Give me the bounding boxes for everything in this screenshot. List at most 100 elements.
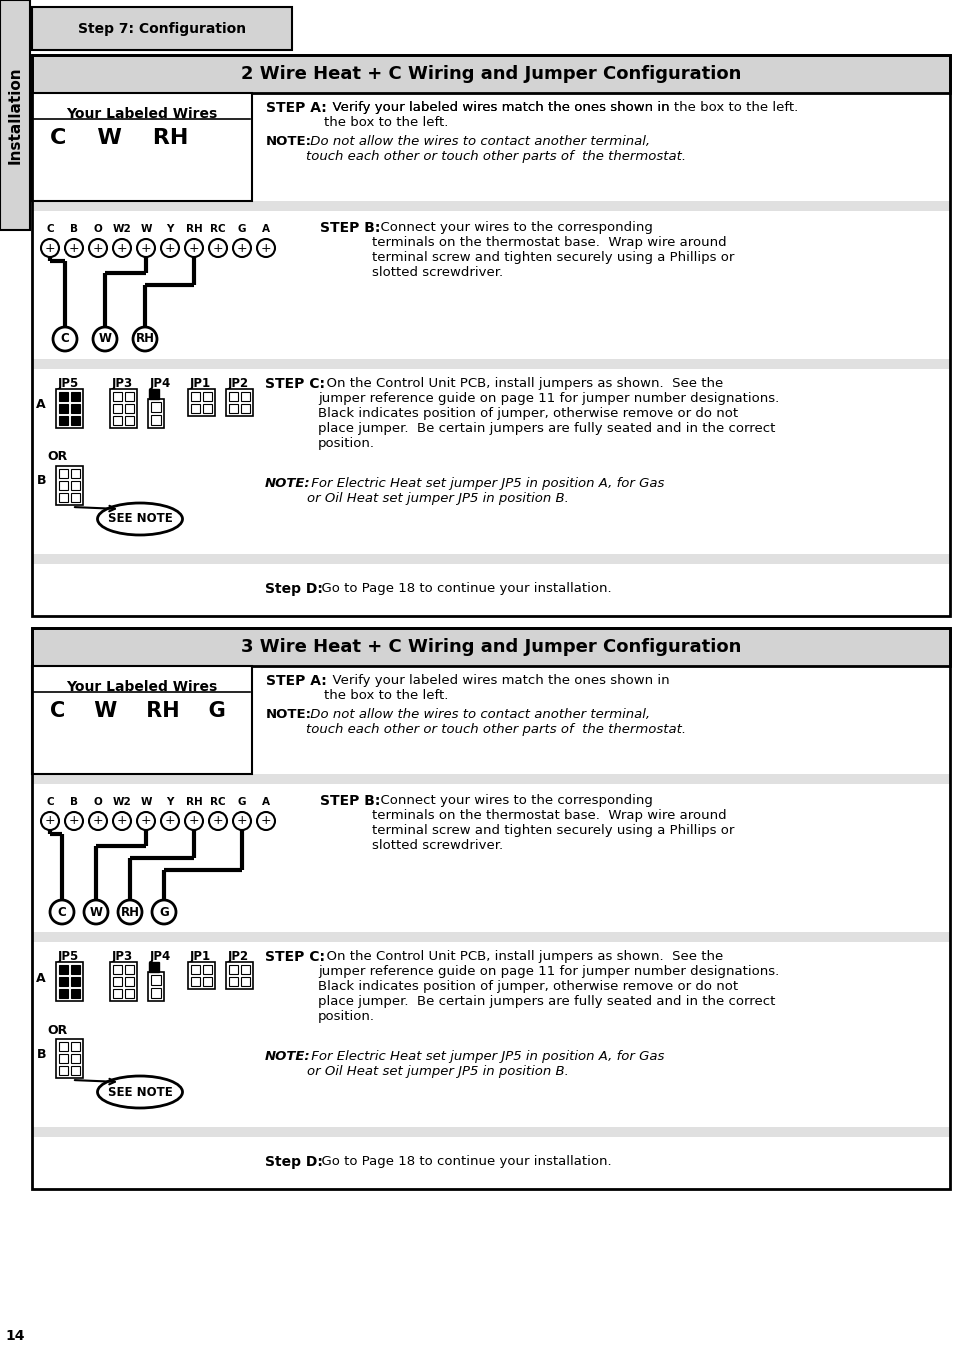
Bar xyxy=(203,393,212,401)
Text: RC: RC xyxy=(210,798,226,807)
Bar xyxy=(56,961,83,1001)
Text: RH: RH xyxy=(186,798,202,807)
Text: C    W    RH: C W RH xyxy=(50,129,188,148)
Circle shape xyxy=(41,812,59,830)
Circle shape xyxy=(132,328,157,351)
Bar xyxy=(151,402,161,412)
Text: W: W xyxy=(140,223,152,234)
Text: C: C xyxy=(46,798,53,807)
Circle shape xyxy=(256,240,274,257)
Text: RH: RH xyxy=(135,333,154,345)
Circle shape xyxy=(185,240,203,257)
Bar xyxy=(71,493,80,502)
Text: G: G xyxy=(237,223,246,234)
Bar xyxy=(191,403,200,413)
Text: O: O xyxy=(93,223,102,234)
Text: B: B xyxy=(36,474,46,487)
Text: RH: RH xyxy=(186,223,202,234)
Circle shape xyxy=(152,900,175,923)
Bar xyxy=(71,1066,80,1075)
Text: +: + xyxy=(165,241,175,255)
Text: Your Labeled Wires: Your Labeled Wires xyxy=(67,680,217,695)
Circle shape xyxy=(50,900,74,923)
Bar xyxy=(71,416,80,425)
Text: +: + xyxy=(236,815,247,827)
Text: +: + xyxy=(92,241,103,255)
Text: Do not allow the wires to contact another terminal,
touch each other or touch ot: Do not allow the wires to contact anothe… xyxy=(306,708,685,737)
Text: +: + xyxy=(69,241,79,255)
Circle shape xyxy=(65,240,83,257)
Text: Go to Page 18 to continue your installation.: Go to Page 18 to continue your installat… xyxy=(313,1155,611,1169)
Text: JP2: JP2 xyxy=(228,376,249,390)
Bar xyxy=(229,965,237,974)
Text: 14: 14 xyxy=(6,1330,25,1343)
Bar xyxy=(59,481,68,490)
Text: W2: W2 xyxy=(112,223,132,234)
Circle shape xyxy=(137,812,154,830)
Bar xyxy=(32,359,949,370)
Text: JP4: JP4 xyxy=(150,376,172,390)
Bar xyxy=(148,972,164,1001)
Bar xyxy=(112,416,122,425)
Bar xyxy=(241,965,250,974)
Text: +: + xyxy=(189,815,199,827)
Text: On the Control Unit PCB, install jumpers as shown.  See the
jumper reference gui: On the Control Unit PCB, install jumpers… xyxy=(317,376,779,450)
Circle shape xyxy=(233,812,251,830)
Text: Verify your labeled wires match the ones shown in the box to the left.: Verify your labeled wires match the ones… xyxy=(324,102,798,114)
Text: B: B xyxy=(36,1048,46,1060)
Circle shape xyxy=(112,812,131,830)
Text: Step D:: Step D: xyxy=(265,582,322,596)
Bar xyxy=(149,961,159,972)
Text: NOTE:: NOTE: xyxy=(265,477,311,490)
Bar xyxy=(32,200,949,211)
Text: +: + xyxy=(92,815,103,827)
Text: +: + xyxy=(213,241,223,255)
Text: Your Labeled Wires: Your Labeled Wires xyxy=(67,107,217,121)
Bar xyxy=(229,403,237,413)
Bar xyxy=(59,468,68,478)
Text: C: C xyxy=(57,906,67,918)
Bar xyxy=(32,628,949,666)
Bar xyxy=(71,403,80,413)
Bar xyxy=(125,416,133,425)
Bar xyxy=(125,403,133,413)
Text: A: A xyxy=(36,972,46,984)
Text: Y: Y xyxy=(166,798,173,807)
Text: G: G xyxy=(159,906,169,918)
Text: JP5: JP5 xyxy=(58,376,79,390)
Text: STEP C:: STEP C: xyxy=(265,376,325,391)
Text: JP3: JP3 xyxy=(112,376,133,390)
Bar xyxy=(125,978,133,986)
Bar xyxy=(32,56,949,616)
Text: +: + xyxy=(260,241,271,255)
Bar xyxy=(188,389,214,416)
Bar xyxy=(203,403,212,413)
Text: W: W xyxy=(90,906,102,918)
Text: JP1: JP1 xyxy=(190,376,211,390)
Bar xyxy=(191,393,200,401)
Bar xyxy=(0,0,30,230)
Circle shape xyxy=(185,812,203,830)
Bar xyxy=(149,389,159,399)
Text: STEP B:: STEP B: xyxy=(319,221,380,236)
Circle shape xyxy=(161,812,179,830)
Bar xyxy=(112,978,122,986)
Text: C: C xyxy=(61,333,70,345)
Circle shape xyxy=(137,240,154,257)
Text: Verify your labeled wires match the ones shown in
the box to the left.: Verify your labeled wires match the ones… xyxy=(324,102,669,129)
Bar xyxy=(32,932,949,942)
Bar xyxy=(71,988,80,998)
Bar xyxy=(112,965,122,974)
Bar xyxy=(125,393,133,401)
Bar xyxy=(59,1053,68,1063)
Text: JP2: JP2 xyxy=(228,951,249,963)
Text: G: G xyxy=(237,798,246,807)
Text: JP4: JP4 xyxy=(150,951,172,963)
Text: 3 Wire Heat + C Wiring and Jumper Configuration: 3 Wire Heat + C Wiring and Jumper Config… xyxy=(240,638,740,655)
Text: Installation: Installation xyxy=(8,66,23,164)
Text: +: + xyxy=(140,241,152,255)
Text: JP5: JP5 xyxy=(58,951,79,963)
Text: +: + xyxy=(69,815,79,827)
Ellipse shape xyxy=(97,1076,182,1108)
Bar xyxy=(71,1043,80,1051)
